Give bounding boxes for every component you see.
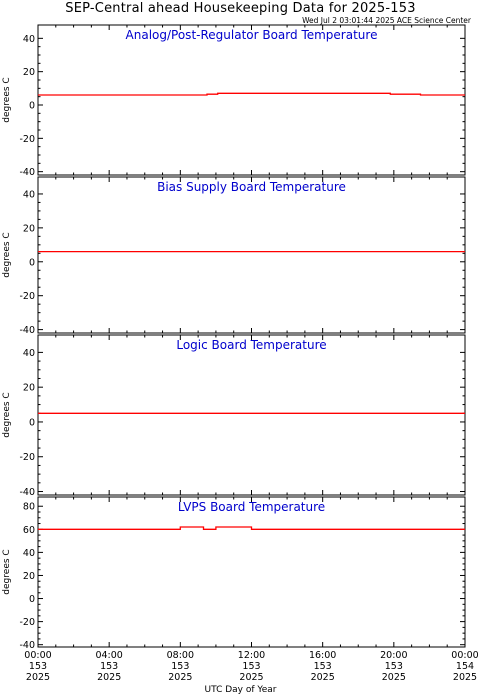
x-tick-label-doy: 154: [456, 661, 474, 672]
panel-frame: [37, 176, 466, 334]
y-tick-label: 20: [23, 571, 35, 582]
x-tick-label-year: 2025: [168, 672, 192, 683]
temperature-trace: [38, 526, 465, 530]
y-axis-label: degrees C: [2, 392, 12, 437]
y-tick-label: 0: [29, 257, 35, 268]
x-tick-label-year: 2025: [239, 672, 263, 683]
panel-frame: [37, 334, 466, 496]
panel-frame: [37, 496, 466, 648]
x-tick-label-year: 2025: [97, 672, 121, 683]
y-tick-label: 40: [23, 548, 35, 559]
x-tick-label-doy: 153: [29, 661, 47, 672]
x-tick-label-year: 2025: [311, 672, 335, 683]
y-tick-label: -40: [19, 640, 35, 651]
x-tick-label-time: 00:00: [451, 650, 478, 661]
x-tick-label-time: 16:00: [309, 650, 336, 661]
x-axis-label: UTC Day of Year: [204, 685, 277, 695]
x-tick-label-time: 08:00: [167, 650, 194, 661]
panel-frame: [37, 24, 466, 176]
x-tick-label-time: 20:00: [380, 650, 407, 661]
y-tick-label: 0: [29, 417, 35, 428]
x-tick-label-doy: 153: [242, 661, 260, 672]
y-axis-label: degrees C: [2, 232, 12, 277]
y-tick-label: 40: [23, 189, 35, 200]
x-tick-label-time: 04:00: [95, 650, 122, 661]
y-tick-label: 0: [29, 594, 35, 605]
y-tick-label: -40: [19, 167, 35, 178]
y-tick-label: 20: [23, 383, 35, 394]
x-tick-label-doy: 153: [171, 661, 189, 672]
x-tick-label-doy: 153: [100, 661, 118, 672]
y-tick-label: 40: [23, 348, 35, 359]
y-tick-label: -20: [19, 617, 35, 628]
y-tick-label: 20: [23, 67, 35, 78]
x-tick-label-time: 00:00: [24, 650, 51, 661]
x-tick-label-doy: 153: [314, 661, 332, 672]
panel-title: Bias Supply Board Temperature: [157, 180, 346, 194]
panel-title: Analog/Post-Regulator Board Temperature: [126, 28, 378, 42]
y-tick-label: 40: [23, 34, 35, 45]
x-tick-label-time: 12:00: [238, 650, 265, 661]
y-axis-label: degrees C: [2, 549, 12, 594]
x-tick-label-year: 2025: [382, 672, 406, 683]
panel-title: LVPS Board Temperature: [178, 500, 325, 514]
panel-title: Logic Board Temperature: [176, 338, 326, 352]
generation-timestamp: Wed Jul 2 03:01:44 2025 ACE Science Cent…: [302, 16, 471, 25]
x-tick-label-year: 2025: [453, 672, 477, 683]
y-tick-label: 80: [23, 502, 35, 513]
temperature-trace: [38, 92, 465, 96]
y-axis-label: degrees C: [2, 77, 12, 122]
y-tick-label: -40: [19, 487, 35, 498]
y-tick-label: -20: [19, 291, 35, 302]
x-tick-label-doy: 153: [385, 661, 403, 672]
y-tick-label: 20: [23, 223, 35, 234]
y-tick-label: -20: [19, 452, 35, 463]
y-tick-label: -20: [19, 134, 35, 145]
chart-main-title: SEP-Central ahead Housekeeping Data for …: [65, 1, 416, 16]
x-tick-label-year: 2025: [26, 672, 50, 683]
y-tick-label: -40: [19, 325, 35, 336]
y-tick-label: 60: [23, 525, 35, 536]
y-tick-label: 0: [29, 101, 35, 112]
